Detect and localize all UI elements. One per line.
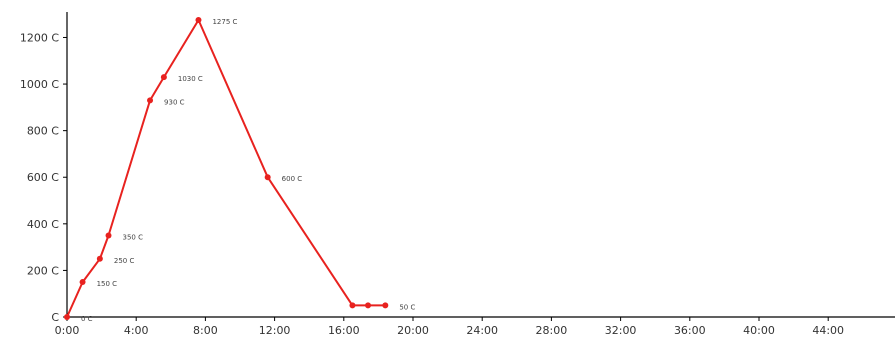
data-point [195, 17, 202, 23]
y-tick-label: C [51, 311, 59, 324]
x-tick-label: 12:00 [259, 324, 291, 337]
y-tick-label: 400 C [27, 218, 59, 231]
data-point [64, 314, 70, 320]
y-tick-label: 800 C [27, 125, 59, 138]
x-tick-label: 4:00 [124, 324, 149, 337]
series [64, 17, 389, 320]
data-point [96, 255, 103, 262]
data-point [147, 97, 154, 104]
data-point [160, 74, 167, 81]
y-axis-ticks: C 200 C 400 C 600 C 800 C 1000 C 1200 C [20, 31, 67, 324]
x-tick-label: 40:00 [743, 324, 775, 337]
data-point [105, 232, 112, 239]
x-tick-label: 0:00 [55, 324, 80, 337]
data-labels: 0 C 150 C 250 C 350 C 930 C 1030 C 1275 C 600 C… [81, 18, 415, 323]
x-tick-label: 8:00 [193, 324, 218, 337]
data-label: 600 C [282, 175, 303, 183]
x-tick-label: 16:00 [328, 324, 360, 337]
data-label: 930 C [164, 98, 185, 106]
data-label: 1275 C [212, 18, 237, 26]
x-tick-label: 36:00 [674, 324, 706, 337]
data-label: 350 C [123, 233, 144, 241]
data-label: 50 C [399, 303, 415, 311]
x-axis-ticks: 0:00 4:00 8:00 12:00 16:00 20:00 24:00 28:00 32:… [55, 317, 844, 337]
series-line [66, 19, 386, 318]
x-tick-label: 20:00 [397, 324, 429, 337]
axes [66, 12, 895, 318]
data-label: 1030 C [178, 75, 203, 83]
data-point [382, 302, 389, 309]
data-point [264, 174, 271, 181]
y-tick-label: 1000 C [20, 78, 59, 91]
x-tick-label: 32:00 [605, 324, 637, 337]
data-label: 150 C [97, 280, 118, 288]
data-point [349, 302, 356, 309]
data-label: 250 C [114, 257, 135, 265]
y-tick-label: 200 C [27, 264, 59, 277]
data-label: 0 C [81, 315, 93, 323]
x-tick-label: 44:00 [812, 324, 844, 337]
x-tick-label: 28:00 [536, 324, 568, 337]
data-point [79, 279, 86, 286]
y-tick-label: 1200 C [20, 31, 59, 44]
x-tick-label: 24:00 [466, 324, 498, 337]
y-tick-label: 600 C [27, 171, 59, 184]
data-point [365, 302, 372, 309]
